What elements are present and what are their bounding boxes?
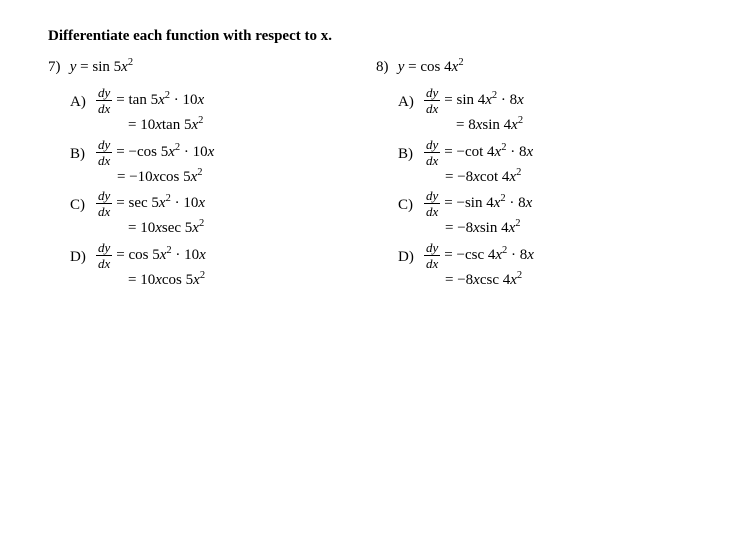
option-expr1: = −cot 4x2 · 8x bbox=[444, 144, 533, 161]
option-letter: B) bbox=[398, 138, 424, 163]
option-expr1: = −sin 4x2 · 8x bbox=[444, 195, 532, 212]
option: B)dydx= −cos 5x2 · 10x= −10xcos 5x2 bbox=[70, 138, 376, 186]
option: D)dydx= cos 5x2 · 10x= 10xcos 5x2 bbox=[70, 241, 376, 289]
option-line1: dydx= −cos 5x2 · 10x bbox=[96, 138, 214, 167]
option-expr1: = −cos 5x2 · 10x bbox=[116, 144, 214, 161]
dy-dx-fraction: dydx bbox=[96, 241, 112, 270]
option: B)dydx= −cot 4x2 · 8x= −8xcot 4x2 bbox=[398, 138, 704, 186]
option-body: dydx= −cos 5x2 · 10x= −10xcos 5x2 bbox=[96, 138, 214, 186]
option-line1: dydx= sin 4x2 · 8x bbox=[424, 86, 524, 115]
problem-columns: 7) y = sin 5x2A)dydx= tan 5x2 · 10x= 10x… bbox=[48, 59, 704, 292]
option-body: dydx= −csc 4x2 · 8x= −8xcsc 4x2 bbox=[424, 241, 534, 289]
option: D)dydx= −csc 4x2 · 8x= −8xcsc 4x2 bbox=[398, 241, 704, 289]
option-line1: dydx= −sin 4x2 · 8x bbox=[424, 189, 532, 218]
problem-equation: y = cos 4x2 bbox=[398, 59, 464, 75]
dy-dx-fraction: dydx bbox=[424, 189, 440, 218]
option-letter: C) bbox=[398, 189, 424, 214]
option-line2: = −8xcsc 4x2 bbox=[424, 270, 534, 289]
instruction-heading: Differentiate each function with respect… bbox=[48, 28, 704, 45]
option-line1: dydx= −csc 4x2 · 8x bbox=[424, 241, 534, 270]
option-letter: C) bbox=[70, 189, 96, 214]
option: A)dydx= tan 5x2 · 10x= 10xtan 5x2 bbox=[70, 86, 376, 134]
option-letter: B) bbox=[70, 138, 96, 163]
options-list: A)dydx= tan 5x2 · 10x= 10xtan 5x2B)dydx=… bbox=[48, 86, 376, 288]
problem-stem: 7) y = sin 5x2 bbox=[48, 59, 376, 76]
dy-dx-fraction: dydx bbox=[96, 138, 112, 167]
option-expr1: = sec 5x2 · 10x bbox=[116, 195, 205, 212]
dy-dx-fraction: dydx bbox=[424, 241, 440, 270]
option-letter: D) bbox=[398, 241, 424, 266]
option: A)dydx= sin 4x2 · 8x= 8xsin 4x2 bbox=[398, 86, 704, 134]
option-letter: D) bbox=[70, 241, 96, 266]
option-body: dydx= −cot 4x2 · 8x= −8xcot 4x2 bbox=[424, 138, 533, 186]
option-expr1: = cos 5x2 · 10x bbox=[116, 247, 206, 264]
problem-number: 7) bbox=[48, 59, 66, 76]
option-line1: dydx= tan 5x2 · 10x bbox=[96, 86, 204, 115]
option-line2: = −10xcos 5x2 bbox=[96, 167, 214, 186]
options-list: A)dydx= sin 4x2 · 8x= 8xsin 4x2B)dydx= −… bbox=[376, 86, 704, 288]
option-line2: = 8xsin 4x2 bbox=[424, 115, 524, 134]
option-body: dydx= cos 5x2 · 10x= 10xcos 5x2 bbox=[96, 241, 206, 289]
option-line1: dydx= −cot 4x2 · 8x bbox=[424, 138, 533, 167]
option-body: dydx= sec 5x2 · 10x= 10xsec 5x2 bbox=[96, 189, 205, 237]
problem-equation: y = sin 5x2 bbox=[70, 59, 133, 75]
option: C)dydx= sec 5x2 · 10x= 10xsec 5x2 bbox=[70, 189, 376, 237]
option: C)dydx= −sin 4x2 · 8x= −8xsin 4x2 bbox=[398, 189, 704, 237]
dy-dx-fraction: dydx bbox=[424, 138, 440, 167]
option-body: dydx= sin 4x2 · 8x= 8xsin 4x2 bbox=[424, 86, 524, 134]
problem-column: 8) y = cos 4x2A)dydx= sin 4x2 · 8x= 8xsi… bbox=[376, 59, 704, 292]
option-line1: dydx= sec 5x2 · 10x bbox=[96, 189, 205, 218]
option-line2: = −8xsin 4x2 bbox=[424, 218, 532, 237]
option-expr1: = sin 4x2 · 8x bbox=[444, 92, 524, 109]
problem-number: 8) bbox=[376, 59, 394, 76]
dy-dx-fraction: dydx bbox=[96, 189, 112, 218]
option-expr1: = tan 5x2 · 10x bbox=[116, 92, 204, 109]
problem-stem: 8) y = cos 4x2 bbox=[376, 59, 704, 76]
option-line2: = 10xsec 5x2 bbox=[96, 218, 205, 237]
instruction-text: Differentiate each function with respect… bbox=[48, 28, 332, 44]
dy-dx-fraction: dydx bbox=[96, 86, 112, 115]
option-line2: = 10xtan 5x2 bbox=[96, 115, 204, 134]
dy-dx-fraction: dydx bbox=[424, 86, 440, 115]
option-line2: = −8xcot 4x2 bbox=[424, 167, 533, 186]
option-expr1: = −csc 4x2 · 8x bbox=[444, 247, 534, 264]
problem-column: 7) y = sin 5x2A)dydx= tan 5x2 · 10x= 10x… bbox=[48, 59, 376, 292]
option-body: dydx= tan 5x2 · 10x= 10xtan 5x2 bbox=[96, 86, 204, 134]
worksheet-page: Differentiate each function with respect… bbox=[0, 0, 752, 292]
option-line1: dydx= cos 5x2 · 10x bbox=[96, 241, 206, 270]
option-letter: A) bbox=[70, 86, 96, 111]
option-body: dydx= −sin 4x2 · 8x= −8xsin 4x2 bbox=[424, 189, 532, 237]
option-letter: A) bbox=[398, 86, 424, 111]
option-line2: = 10xcos 5x2 bbox=[96, 270, 206, 289]
